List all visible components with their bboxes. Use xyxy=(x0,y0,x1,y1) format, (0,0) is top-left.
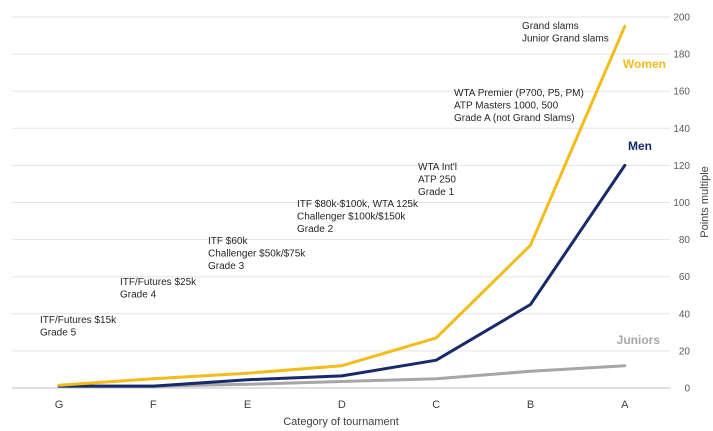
annotation-line: Grand slams xyxy=(522,21,579,32)
y-tick-label: 20 xyxy=(679,346,691,357)
y-tick-label: 100 xyxy=(673,198,690,209)
y-tick-label: 180 xyxy=(673,50,690,61)
annotation-line: ATP Masters 1000, 500 xyxy=(454,101,559,112)
y-tick-label: 40 xyxy=(679,309,691,320)
y-axis-title: Points multiple xyxy=(699,166,711,238)
x-tick-label-f: F xyxy=(150,399,157,411)
series-lines xyxy=(57,24,627,388)
x-tick-label-c: C xyxy=(432,399,440,411)
series-label-juniors: Juniors xyxy=(617,333,661,347)
x-tick-label-b: B xyxy=(527,399,534,411)
x-tick-label-d: D xyxy=(338,399,346,411)
x-tick-label-a: A xyxy=(621,399,629,411)
series-label-men: Men xyxy=(628,139,652,153)
series-labels: Women Men Juniors xyxy=(617,57,666,347)
annotation-line: WTA Int'l xyxy=(418,162,457,173)
annotation-line: ITF $80k-$100k, WTA 125k xyxy=(297,199,419,210)
y-tick-label: 160 xyxy=(673,87,690,98)
annotation-line: Grade 5 xyxy=(40,328,77,339)
annotation-f: ITF/Futures $25k Grade 4 xyxy=(120,277,197,301)
annotation-a: Grand slams Junior Grand slams xyxy=(522,21,609,45)
annotation-b: WTA Premier (P700, P5, PM) ATP Masters 10… xyxy=(454,88,584,124)
annotation-line: ITF/Futures $15k xyxy=(40,315,117,326)
x-tick-label-e: E xyxy=(244,399,251,411)
annotation-d: ITF $80k-$100k, WTA 125k Challenger $100k… xyxy=(297,199,419,235)
gridlines xyxy=(12,16,670,389)
x-axis-title: Category of tournament xyxy=(283,416,399,428)
annotation-line: ITF/Futures $25k xyxy=(120,277,197,288)
y-tick-label: 200 xyxy=(673,13,690,24)
annotation-line: Grade A (not Grand Slams) xyxy=(454,113,575,124)
annotation-line: Challenger $50k/$75k xyxy=(208,249,306,260)
annotation-line: ATP 250 xyxy=(418,175,456,186)
tournament-annotations: ITF/Futures $15k Grade 5 ITF/Futures $25k G… xyxy=(40,21,609,339)
y-tick-label: 0 xyxy=(684,384,690,395)
annotation-line: Grade 1 xyxy=(418,187,455,198)
annotation-line: Junior Grand slams xyxy=(522,34,609,45)
annotation-g: ITF/Futures $15k Grade 5 xyxy=(40,315,117,339)
annotation-line: WTA Premier (P700, P5, PM) xyxy=(454,88,584,99)
annotation-line: Grade 2 xyxy=(297,224,334,235)
y-axis-ticks: 0 20 40 60 80 100 120 140 160 180 200 xyxy=(673,13,690,395)
series-line-men xyxy=(57,163,627,388)
y-tick-label: 80 xyxy=(679,235,691,246)
annotation-line: ITF $60k xyxy=(208,236,248,247)
series-label-women: Women xyxy=(623,57,666,71)
y-tick-label: 140 xyxy=(673,124,690,135)
series-line-women xyxy=(57,24,627,387)
x-tick-label-g: G xyxy=(55,399,64,411)
annotation-line: Grade 4 xyxy=(120,290,157,301)
y-tick-label: 60 xyxy=(679,272,691,283)
annotation-line: Grade 3 xyxy=(208,261,245,272)
annotation-line: Challenger $100k/$150k xyxy=(297,212,406,223)
y-tick-label: 120 xyxy=(673,161,690,172)
